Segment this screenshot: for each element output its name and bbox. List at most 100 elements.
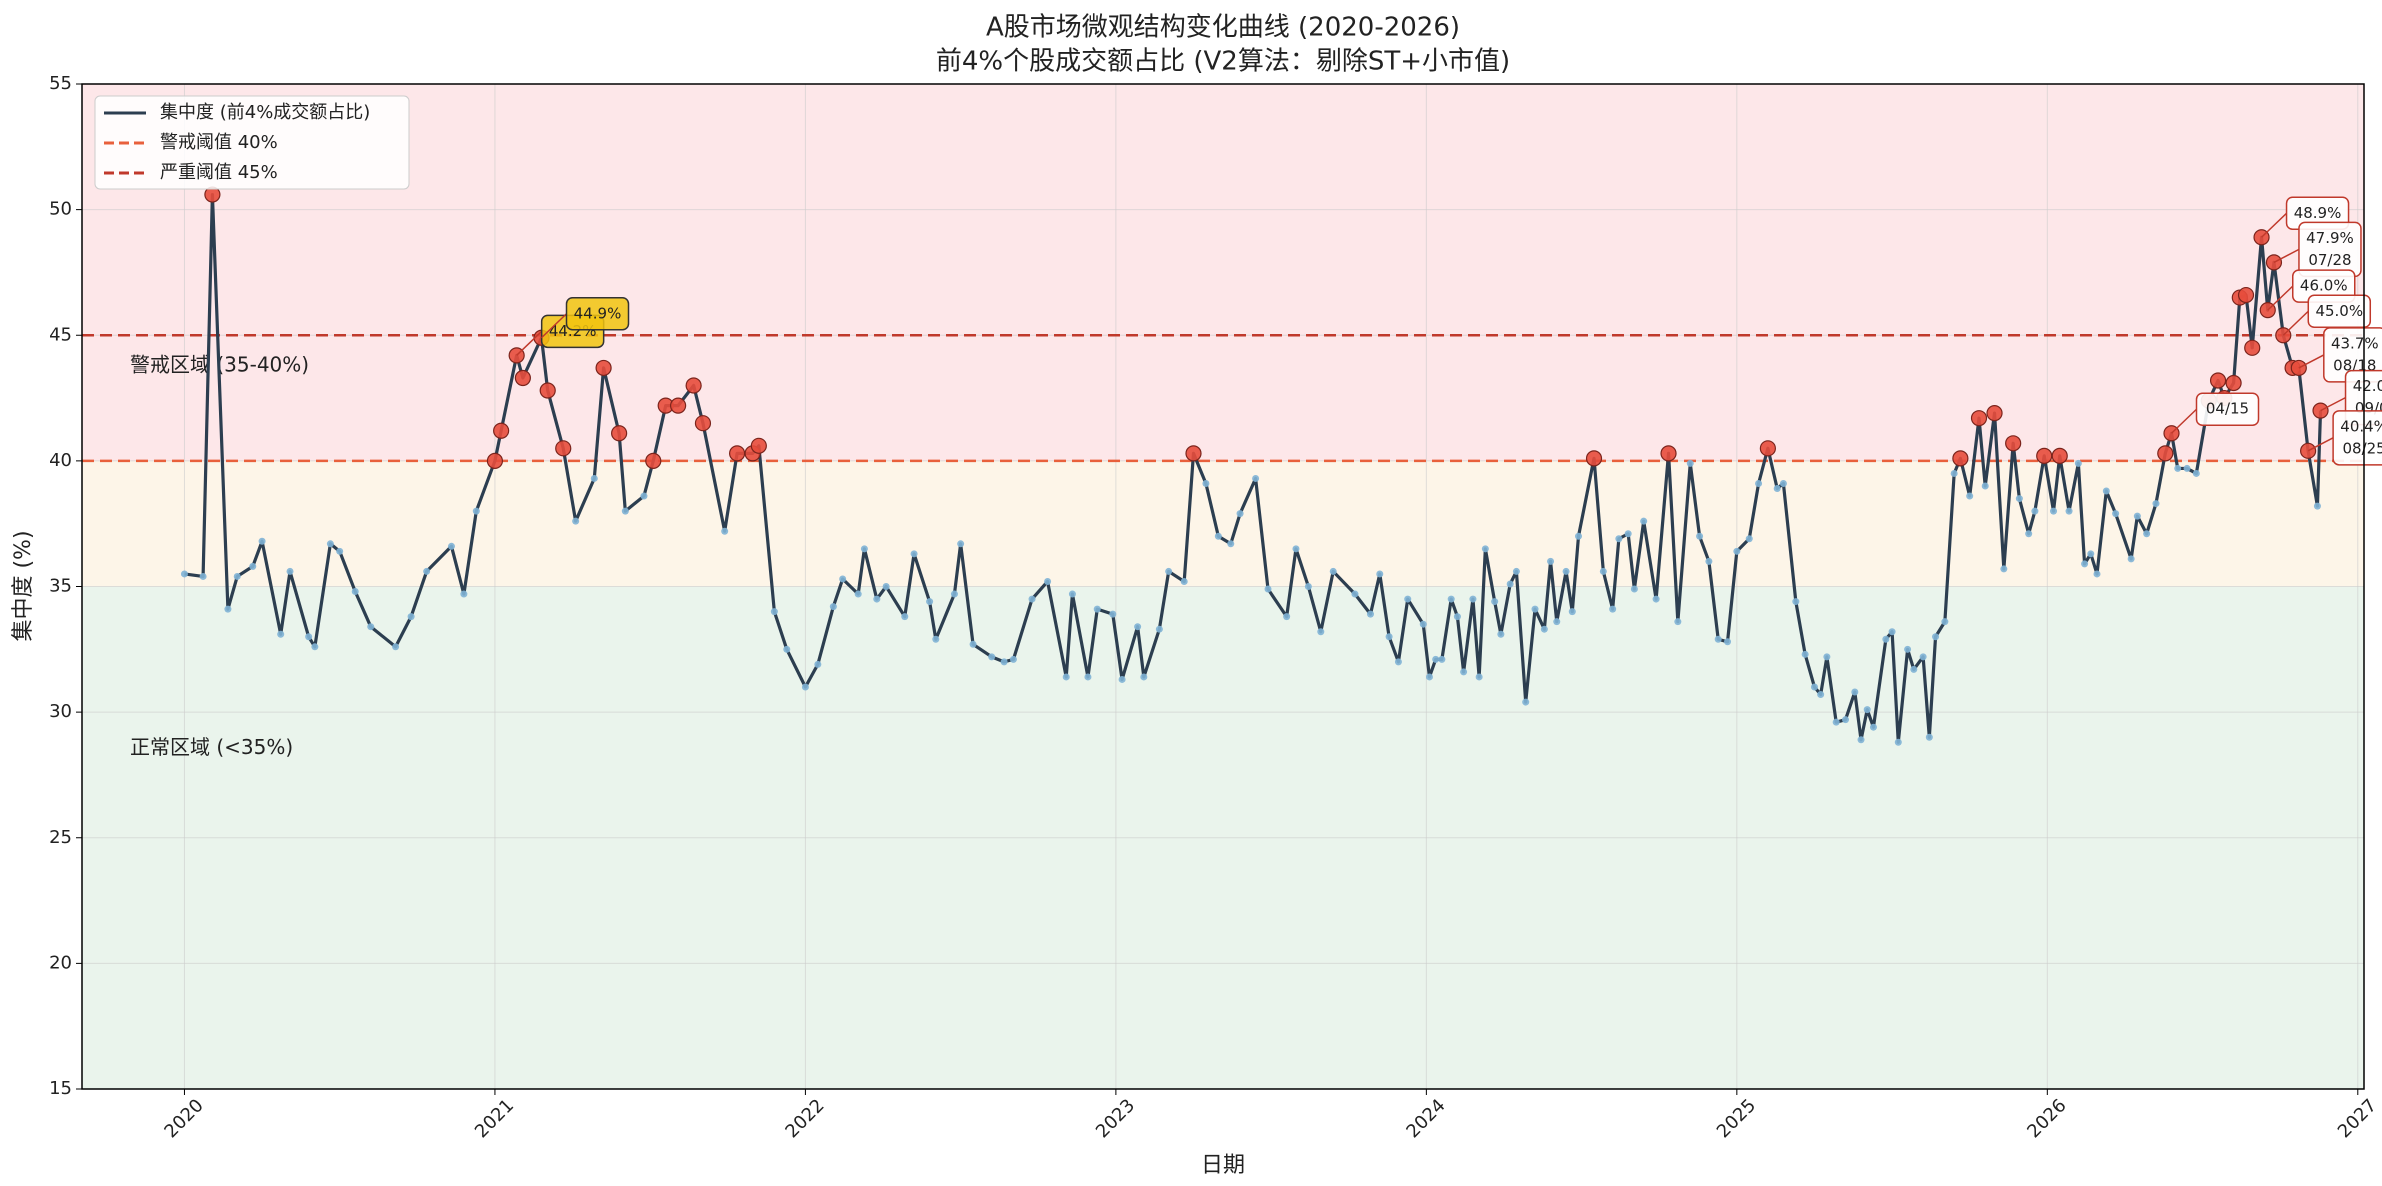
y-tick-label: 40 — [49, 450, 72, 471]
data-point — [1202, 479, 1210, 487]
data-point — [326, 540, 334, 548]
data-point — [783, 645, 791, 653]
data-point — [1118, 675, 1126, 683]
data-point — [1705, 557, 1713, 565]
y-tick-label: 20 — [49, 952, 72, 973]
data-point — [2152, 500, 2160, 508]
highlight-point — [493, 422, 510, 439]
data-point — [249, 562, 257, 570]
data-point — [1599, 567, 1607, 575]
data-point — [1574, 532, 1582, 540]
data-point — [860, 545, 868, 553]
annotation-text: 43.7% — [2331, 334, 2379, 352]
annotation-arrow — [516, 330, 543, 356]
data-point — [1447, 595, 1455, 603]
data-point — [1851, 688, 1859, 696]
annotation-text: 08/25 — [2342, 439, 2382, 457]
data-point — [814, 660, 822, 668]
highlight-point — [2157, 445, 2174, 462]
data-point — [1696, 532, 1704, 540]
data-point — [1140, 673, 1148, 681]
chart-subtitle: 前4%个股成交额占比 (V2算法：剔除ST+小市值) — [936, 47, 1510, 77]
highlight-point — [611, 425, 628, 442]
data-point — [1093, 605, 1101, 613]
highlight-point — [1970, 410, 1988, 427]
highlight-point — [1952, 450, 1969, 467]
data-point — [1068, 590, 1076, 598]
data-point — [258, 537, 266, 545]
highlight-point — [750, 437, 767, 454]
data-point — [1547, 557, 1555, 565]
data-point — [336, 547, 344, 555]
data-point — [1425, 673, 1433, 681]
data-point — [1882, 635, 1890, 643]
data-point — [882, 583, 890, 590]
data-point — [1264, 585, 1272, 593]
highlight-point — [2209, 372, 2227, 389]
data-point — [447, 542, 455, 550]
zone-band — [82, 84, 2364, 461]
data-point — [932, 635, 940, 643]
data-point — [407, 613, 415, 621]
annotation-arrow — [2261, 212, 2288, 238]
data-point — [1869, 723, 1877, 731]
x-axis-label: 日期 — [1201, 1153, 1245, 1178]
data-point — [311, 643, 319, 651]
highlight-point — [2237, 286, 2255, 304]
highlight-point — [694, 415, 712, 432]
y-tick-label: 30 — [49, 701, 72, 722]
data-point — [1823, 653, 1831, 661]
data-point — [1155, 625, 1163, 633]
data-point — [1568, 608, 1576, 616]
data-point — [1522, 698, 1530, 706]
highlight-point — [595, 359, 612, 377]
data-point — [1317, 628, 1325, 636]
data-point — [2087, 550, 2095, 558]
highlight-point — [1185, 445, 1202, 462]
data-point — [1540, 625, 1548, 633]
data-point — [1801, 650, 1809, 658]
data-point — [233, 572, 241, 580]
data-point — [1304, 583, 1312, 590]
data-point — [1376, 570, 1384, 578]
x-tick-label: 2023 — [1092, 1095, 1139, 1142]
data-point — [1475, 673, 1483, 681]
chart-title: A股市场微观结构变化曲线 (2020-2026) — [986, 13, 1460, 43]
data-point — [1000, 658, 1008, 666]
data-point — [367, 623, 375, 631]
data-point — [1062, 673, 1070, 681]
data-point — [572, 517, 580, 525]
data-point — [2015, 495, 2023, 503]
annotation-arrow — [2273, 248, 2300, 264]
data-point — [1714, 635, 1722, 643]
data-point — [950, 590, 958, 598]
data-point — [1910, 665, 1918, 673]
data-point — [1531, 605, 1539, 613]
annotation-arrow — [540, 313, 568, 339]
data-point — [392, 643, 400, 651]
zone-band — [82, 460, 2364, 587]
highlight-point — [514, 369, 531, 387]
x-tick-label: 2021 — [471, 1095, 518, 1142]
data-point — [1165, 567, 1173, 575]
highlight-point — [555, 440, 572, 457]
data-point — [1460, 668, 1468, 676]
highlight-point — [645, 452, 662, 469]
data-point — [1562, 567, 1570, 575]
data-point — [1779, 479, 1787, 487]
data-point — [1438, 655, 1446, 663]
data-point — [1842, 716, 1850, 724]
data-point — [1084, 673, 1092, 681]
data-point — [180, 570, 188, 578]
highlight-point — [2244, 339, 2261, 356]
data-point — [1553, 618, 1561, 626]
data-point — [1394, 658, 1402, 666]
annotation-arrow — [2282, 310, 2309, 336]
data-point — [1652, 595, 1660, 603]
highlight-point — [2036, 447, 2053, 464]
data-point — [1686, 459, 1694, 467]
annotation-box — [565, 297, 630, 331]
zone-label: 正常区域 (<35%) — [130, 735, 293, 759]
highlight-point — [539, 382, 556, 399]
